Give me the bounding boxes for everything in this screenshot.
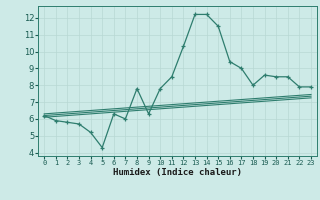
X-axis label: Humidex (Indice chaleur): Humidex (Indice chaleur) — [113, 168, 242, 177]
